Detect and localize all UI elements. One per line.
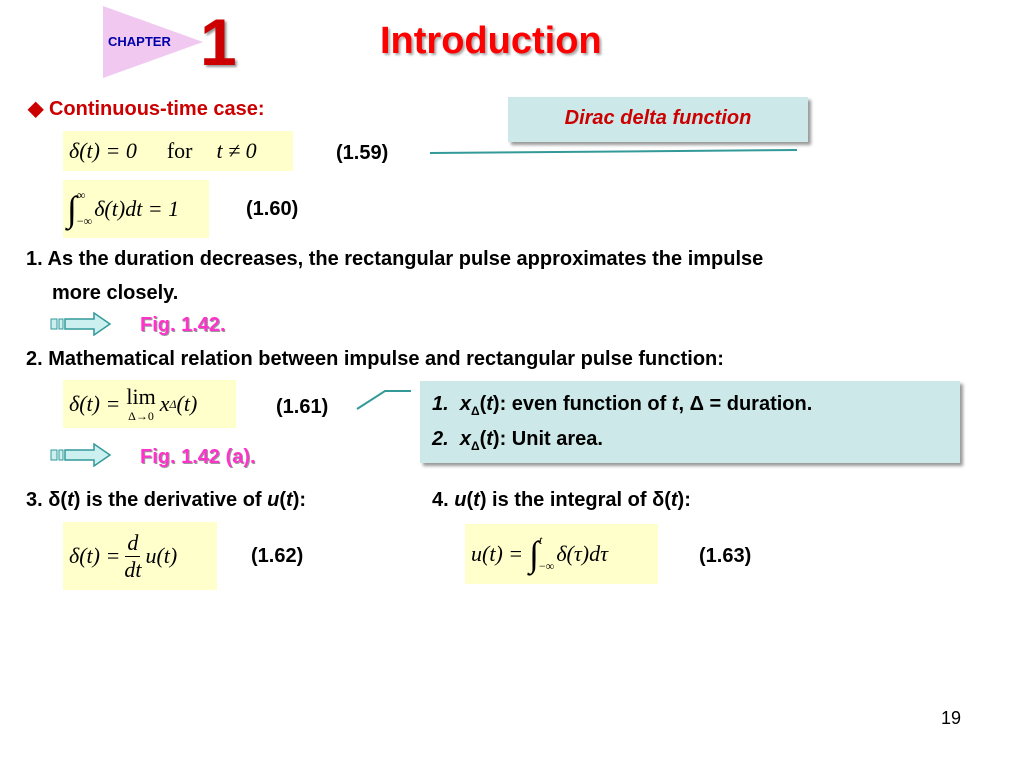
point-3: 3. δ(t) is the derivative of u(t):	[26, 489, 307, 511]
eq161-rhs: x	[159, 391, 170, 416]
eq163-lhs: u(t) =	[471, 541, 524, 566]
equation-1-63: u(t) = ∫ t −∞ δ(τ)dτ	[465, 524, 658, 584]
eq161-rhs-sub: Δ	[169, 396, 177, 411]
integral-symbol-2: ∫ t −∞	[529, 533, 555, 574]
eq162-fraction: d dt	[124, 529, 142, 582]
section-heading-text: Continuous-time case:	[48, 98, 265, 120]
callout-connector-line	[429, 149, 798, 154]
eq163-body: δ(τ)dτ	[556, 541, 608, 566]
fig-1-42a-link[interactable]: Fig. 1.42 (a).	[140, 446, 256, 468]
equation-1-61: δ(t) = lim Δ→0 x Δ (t)	[63, 380, 236, 428]
eq161-lim-sub: Δ→0	[128, 409, 154, 423]
chapter-label: CHAPTER	[108, 34, 171, 49]
section-heading: ◆ Continuous-time case:	[28, 96, 265, 121]
equation-1-60: ∫ ∞ −∞ δ(t)dt = 1	[63, 180, 209, 238]
eq-number-1-62: (1.62)	[251, 545, 304, 567]
notes-connector-line	[356, 390, 411, 410]
right-arrow-icon	[50, 312, 112, 336]
dirac-callout: Dirac delta function	[508, 97, 808, 142]
point-4: 4. u(t) is the integral of δ(t):	[432, 489, 691, 511]
chapter-number: 1	[200, 5, 237, 79]
dirac-callout-label: Dirac delta function	[564, 107, 752, 129]
page-title: Introduction	[380, 20, 602, 62]
eq160-upper: ∞	[76, 188, 86, 203]
eq163-upper: t	[539, 533, 543, 548]
eq162-num: d	[125, 529, 141, 557]
eq162-rhs: u(t)	[145, 543, 178, 568]
equation-1-62: δ(t) = d dt u(t)	[63, 522, 217, 590]
eq-number-1-61: (1.61)	[276, 396, 329, 418]
point-1-line-1: 1. As the duration decreases, the rectan…	[26, 248, 764, 270]
note-1: 1. xΔ(t): even function of t, Δ = durati…	[432, 393, 813, 418]
point-1-line-2: more closely.	[52, 282, 179, 304]
eq162-lhs: δ(t) =	[69, 543, 121, 568]
notes-box: 1. xΔ(t): even function of t, Δ = durati…	[420, 381, 960, 463]
chapter-badge	[103, 6, 203, 78]
page-number: 19	[941, 708, 962, 728]
eq160-lower: −∞	[76, 214, 93, 228]
eq159-word: for	[166, 138, 193, 163]
equation-1-59: δ(t) = 0 for t ≠ 0	[63, 131, 293, 171]
eq160-body: δ(t)dt = 1	[94, 196, 180, 221]
eq-number-1-60: (1.60)	[246, 198, 299, 220]
eq161-lhs: δ(t) =	[69, 391, 121, 416]
point-2: 2. Mathematical relation between impulse…	[26, 348, 724, 370]
eq162-den: dt	[124, 556, 142, 582]
fig-1-42-link[interactable]: Fig. 1.42.	[140, 314, 226, 336]
eq161-rhs-arg: (t)	[176, 391, 198, 416]
diamond-bullet-icon: ◆	[28, 98, 44, 120]
eq-number-1-63: (1.63)	[699, 545, 752, 567]
right-arrow-icon-2	[50, 443, 112, 467]
eq161-lim: lim	[126, 384, 156, 409]
eq161-limit: lim Δ→0	[126, 384, 156, 423]
integral-symbol: ∫ ∞ −∞	[67, 188, 93, 229]
eq159-cond: t ≠ 0	[216, 138, 257, 163]
eq163-lower: −∞	[539, 559, 555, 573]
eq-number-1-59: (1.59)	[336, 142, 389, 164]
note-2: 2. xΔ(t): Unit area.	[432, 428, 603, 453]
eq159-lhs: δ(t) = 0	[69, 138, 137, 163]
